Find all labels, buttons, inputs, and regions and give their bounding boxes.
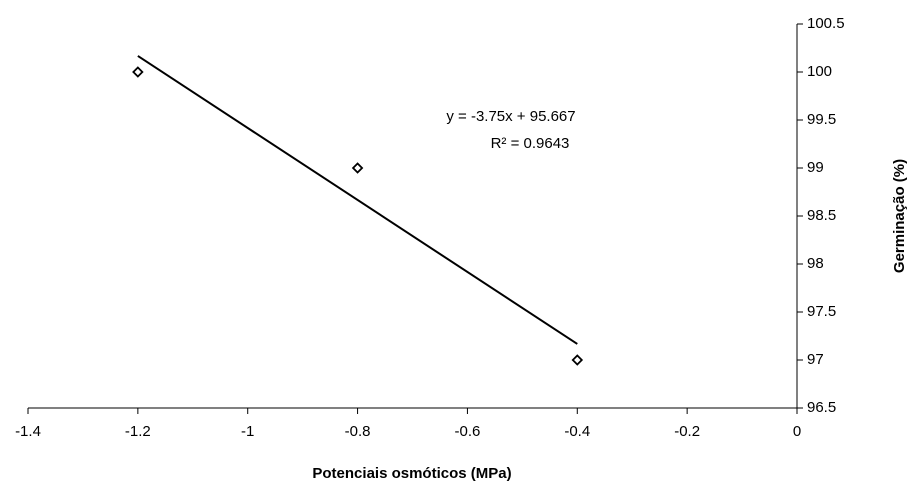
y-tick-label: 98.5 <box>807 207 836 224</box>
r2-annotation: R² = 0.9643 <box>491 135 570 152</box>
data-point <box>351 162 364 174</box>
x-tick-label: -1.4 <box>15 423 41 440</box>
data-point <box>571 354 584 366</box>
y-tick-label: 100 <box>807 63 832 80</box>
x-tick-label: -0.6 <box>454 423 480 440</box>
y-tick-label: 97 <box>807 351 824 368</box>
y-tick-label: 99 <box>807 159 824 176</box>
y-tick-label: 99.5 <box>807 111 836 128</box>
y-tick-label: 100.5 <box>807 15 845 32</box>
x-tick-label: -1 <box>241 423 254 440</box>
data-point <box>132 66 144 78</box>
x-tick-label: -0.4 <box>564 423 590 440</box>
x-tick-label: -0.8 <box>345 423 371 440</box>
y-axis-label: Germinação (%) <box>891 159 908 273</box>
y-tick-label: 98 <box>807 255 824 272</box>
x-axis-label: Potenciais osmóticos (MPa) <box>312 465 511 482</box>
y-tick-label: 96.5 <box>807 399 836 416</box>
x-tick-label: 0 <box>793 423 801 440</box>
equation-annotation: y = -3.75x + 95.667 <box>446 108 575 125</box>
trendline <box>137 55 578 345</box>
x-tick-label: -0.2 <box>674 423 700 440</box>
y-tick-label: 97.5 <box>807 303 836 320</box>
x-tick-label: -1.2 <box>125 423 151 440</box>
